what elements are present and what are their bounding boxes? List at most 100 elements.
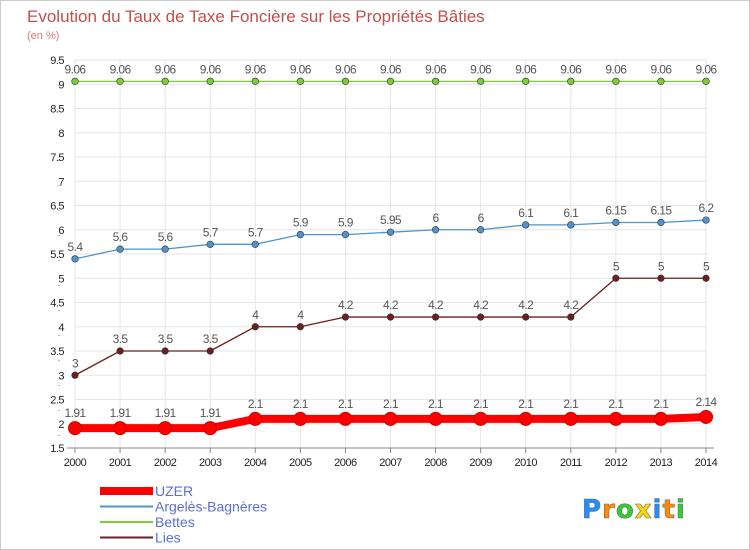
data-label: 9.06 [200,62,222,76]
data-label: 1.91 [155,406,177,420]
data-point [248,411,263,426]
data-point [386,77,395,85]
data-point [657,77,665,85]
data-label: 6 [433,211,440,225]
data-label: 9.06 [65,62,87,76]
data-point [386,228,395,236]
logo-letter: o [616,495,635,525]
chart-title: Evolution du Taux de Taxe Foncière sur l… [27,7,485,26]
data-point [71,77,79,85]
data-label: 9.06 [380,62,402,76]
data-point [567,77,575,85]
legend-label: Lies [155,530,181,546]
y-tick-label: 7 [58,176,64,188]
data-label: 2.1 [473,397,489,411]
data-label: 9.06 [425,62,447,76]
data-point [341,77,350,85]
data-label: 2.1 [563,397,579,411]
data-label: 5.4 [68,240,84,254]
legend-label: Argelès-Bagnères [155,499,267,515]
data-point [68,421,82,436]
legend-label: UZER [155,483,193,499]
y-tick-label: 5.5 [50,249,64,261]
x-tick-label: 2002 [154,457,177,469]
data-point [567,221,575,229]
x-tick-label: 2008 [424,457,447,469]
data-point [116,245,124,253]
data-point [116,77,124,85]
data-point [612,218,620,227]
data-label: 2.1 [383,397,399,411]
data-point [702,216,710,224]
data-point [386,313,395,321]
y-tick-label: 3.5 [50,346,64,358]
data-point [158,421,173,436]
data-label: 5.9 [338,216,354,230]
data-point [657,274,665,282]
data-point [612,77,620,85]
data-label: 6.1 [518,206,534,220]
data-point [251,323,259,331]
data-label: 6.15 [605,203,627,217]
data-label: 5.9 [293,216,309,230]
data-point [477,313,485,321]
data-point [522,313,530,321]
proxiti-logo-text: Proxiti [582,495,686,525]
data-label: 4.2 [383,298,399,312]
data-label: 1.91 [200,406,222,420]
data-label: 4.2 [473,298,489,312]
data-label: 2.1 [293,397,309,411]
data-label: 3.5 [113,332,129,346]
data-label: 2.1 [428,397,444,411]
data-label: 9.06 [650,62,672,76]
logo-letter: x [635,495,653,525]
data-label: 4 [297,308,304,322]
data-point [161,77,169,85]
data-label: 9.06 [515,62,537,76]
y-tick-label: 3 [58,370,64,382]
data-label: 3.5 [158,332,174,346]
legend-label: Bettes [155,514,195,530]
logo-letter: i [653,495,663,525]
data-label: 9.06 [335,62,357,76]
y-tick-label: 9.5 [50,55,64,67]
data-label: 1.91 [65,406,87,420]
data-point [341,231,350,239]
x-tick-label: 2012 [605,457,628,469]
data-label: 5.6 [113,230,129,244]
proxiti-logo: Proxiti [582,495,686,526]
axes: 1.5 2 2.5 3 3.5 4 4.5 5 5.5 6 6.5 7 7.5 8 8.5 9 9.5 2000 2… [50,55,718,469]
data-point [431,313,440,321]
y-tick-label: 1.5 [50,443,64,455]
data-label: 4.2 [563,298,579,312]
data-label: 6.1 [563,206,579,220]
data-point [296,77,304,85]
data-point [518,411,533,426]
data-label: 2.1 [653,397,669,411]
data-point [431,226,440,234]
data-label: 4.2 [428,298,444,312]
data-point [383,411,398,426]
data-label: 3 [72,356,79,370]
logo-letter: P [582,495,602,525]
y-tick-label: 4 [58,322,64,334]
series-group: 9.06 9.06 9.06 9.06 9.06 9.06 9.06 9.06 9.06 9.06… [65,62,718,436]
x-tick-label: 2000 [64,457,87,469]
data-label: 6.15 [650,203,672,217]
logo-letter: t [662,495,675,525]
data-label: 2.1 [338,397,354,411]
data-point [477,77,485,85]
y-tick-label: 6.5 [50,201,64,213]
chart-subtitle: (en %) [27,30,59,42]
data-label: 9.06 [155,62,177,76]
data-point [203,421,218,436]
y-tick-label: 4.5 [50,298,64,310]
data-label: 6 [478,211,485,225]
data-label: 2.14 [696,395,718,409]
y-tick-label: 7.5 [50,152,64,164]
data-label: 4.2 [338,298,354,312]
data-label: 5.7 [203,225,219,239]
data-point [428,411,443,426]
data-point [477,226,485,234]
